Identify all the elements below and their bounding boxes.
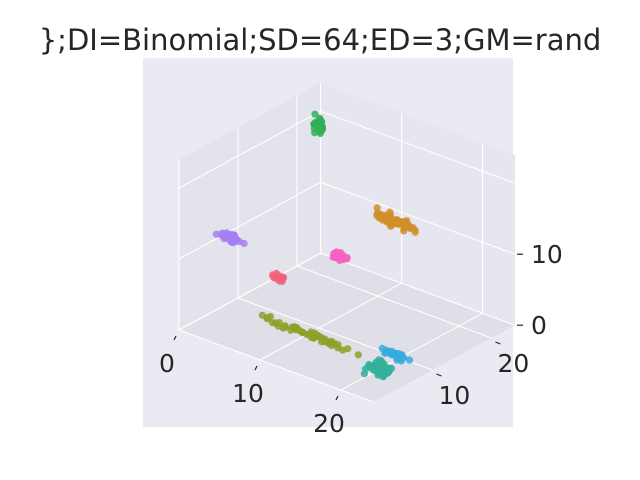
data-point [411,228,419,236]
left-wall-pane [179,82,321,330]
x-tick-mark [335,395,339,401]
data-point [311,110,319,118]
data-point [274,322,282,330]
data-point [380,215,388,223]
z-tick-label: 0 [531,311,547,340]
data-point [373,212,381,220]
x-tick-mark [173,335,177,341]
data-point [311,129,319,137]
data-point [387,222,395,230]
y-tick-label: 20 [497,349,529,378]
data-point [386,350,394,358]
x-tick-label: 10 [232,379,264,408]
data-point [361,365,370,373]
back-wall-pane [320,82,515,326]
y-tick-label: 10 [438,381,470,410]
data-point [339,346,347,354]
y-tick-mark [495,341,501,345]
x-tick-mark [254,365,258,371]
data-point [212,230,220,238]
back-grid-line-z [320,110,516,184]
floor-grid-line-y [296,265,492,339]
x-tick-label: 0 [159,349,175,378]
data-point [393,356,401,364]
data-point [299,329,307,337]
floor-pane [179,253,515,402]
data-point [308,333,316,342]
data-point [371,365,379,373]
data-point [318,126,326,135]
y-tick-mark [436,373,442,377]
data-point [373,204,381,212]
left-grid-line-z [178,110,321,189]
data-point [381,349,389,357]
data-point [224,235,233,243]
data-point [379,372,387,380]
data-point [334,341,342,349]
data-point [263,314,271,322]
data-point [310,120,318,128]
data-point [400,227,408,235]
data-point [354,351,362,359]
data-point [332,254,340,262]
data-point [318,338,326,346]
data-point [324,337,332,345]
z-tick-label: 10 [531,240,563,269]
data-point [406,224,414,233]
data-point [287,326,295,334]
data-point [272,274,280,283]
chart-title: };DI=Binomial;SD=64;ED=3;GM=rand [39,23,602,57]
data-point [240,239,248,248]
x-tick-label: 20 [313,409,345,438]
data-point [406,356,414,364]
data-point [281,323,289,331]
